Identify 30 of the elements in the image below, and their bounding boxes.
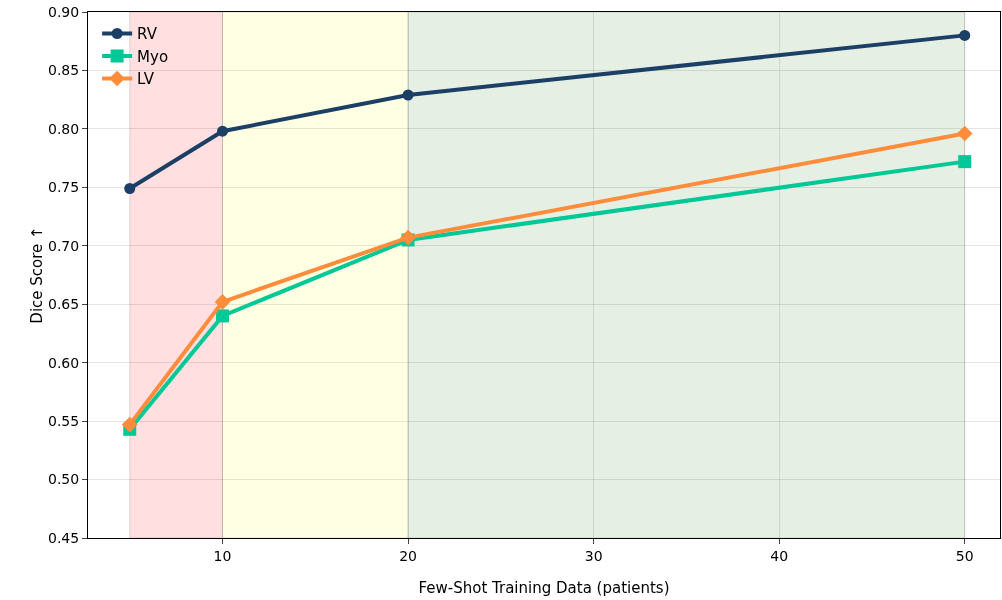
y-tick-label: 0.65: [48, 296, 80, 313]
point: [216, 309, 230, 323]
x-tick-label: 10: [213, 547, 232, 564]
point: [217, 125, 229, 137]
x-tick-label: 50: [955, 547, 974, 564]
point: [956, 125, 973, 142]
y-tick-label: 0.45: [48, 529, 80, 546]
point: [402, 89, 414, 101]
point: [959, 29, 971, 41]
y-tick-label: 0.70: [48, 237, 80, 254]
y-tick-label: 0.50: [48, 471, 80, 488]
point: [958, 155, 972, 169]
y-tick-label: 0.85: [48, 62, 80, 79]
point: [400, 229, 416, 246]
legend-label: RV: [137, 25, 158, 44]
x-tick-label: 30: [584, 547, 603, 564]
y-tick-label: 0.55: [48, 413, 80, 430]
y-tick-label: 0.60: [48, 354, 80, 371]
x-tick-label: 20: [399, 547, 417, 564]
point: [214, 294, 231, 310]
legend-label: LV: [137, 70, 155, 89]
point: [124, 183, 136, 194]
legend-label: Myo: [137, 47, 169, 66]
y-axis-title: Dice Score ↑: [28, 226, 47, 324]
y-tick-label: 0.80: [48, 120, 80, 137]
y-tick-label: 0.75: [48, 179, 80, 196]
point: [121, 416, 138, 433]
y-tick-label: 0.90: [48, 3, 80, 20]
x-tick-label: 40: [770, 547, 789, 564]
x-axis-title: Few-Shot Training Data (patients): [418, 579, 670, 597]
